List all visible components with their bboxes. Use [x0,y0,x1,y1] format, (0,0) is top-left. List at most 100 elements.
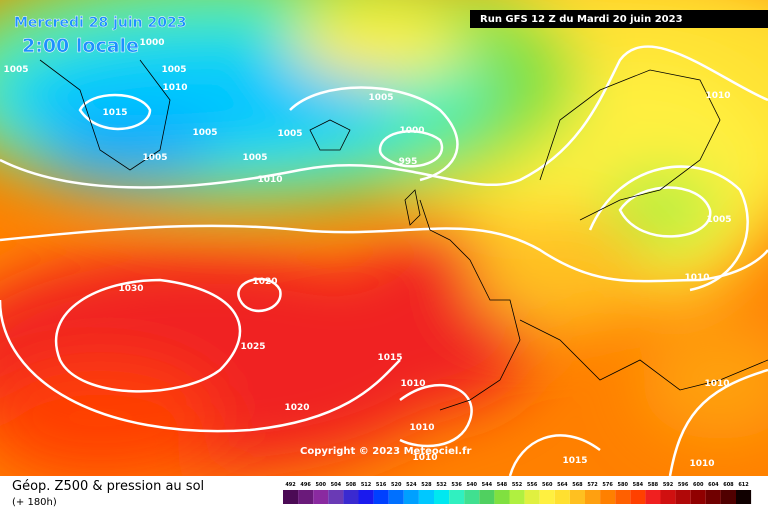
legend-swatch [554,490,570,504]
legend-swatch [630,490,646,504]
isobar-label: 1005 [161,65,186,75]
forecast-date: Mercredi 28 juin 2023 [14,15,186,31]
isobar-label: 1010 [257,175,282,185]
footer-lead: (+ 180h) [12,497,57,508]
legend-label: 496 [300,482,311,488]
run-info: Run GFS 12 Z du Mardi 20 juin 2023 [480,14,683,25]
legend-label: 604 [708,482,719,488]
legend-label: 564 [557,482,568,488]
legend-label: 524 [406,482,417,488]
isobar-label: 1005 [192,128,217,138]
legend-swatch [675,490,691,504]
isobar-label: 1000 [139,38,164,48]
legend-swatch [313,490,329,504]
legend-label: 596 [678,482,689,488]
legend-swatch [585,490,601,504]
legend-swatch [615,490,631,504]
isobar-label: 1005 [242,153,267,163]
legend-swatch [343,490,359,504]
isobar-label: 1010 [412,453,437,463]
legend-swatch [449,490,465,504]
legend-label: 600 [693,482,704,488]
isobar-label: 1010 [400,379,425,389]
legend-label: 572 [587,482,598,488]
legend-label: 528 [421,482,432,488]
legend-swatch [358,490,374,504]
legend-swatch [524,490,540,504]
coastlines [39,59,768,411]
legend-swatch [479,490,495,504]
isobar-label: 1015 [102,108,127,118]
legend-swatch [418,490,434,504]
isobar-label: 1005 [706,215,731,225]
legend-swatch [494,490,510,504]
isobar-label: 1005 [3,65,28,75]
legend-swatch [328,490,344,504]
run-banner [470,10,768,28]
legend-label: 516 [376,482,387,488]
legend-label: 504 [331,482,342,488]
isobar-label: 1005 [368,93,393,103]
legend-label: 588 [648,482,659,488]
legend-label: 576 [602,482,613,488]
legend-swatch [464,490,480,504]
isobar-label: 1015 [377,353,402,363]
forecast-time: 2:00 locale [22,35,139,57]
legend-label: 548 [497,482,508,488]
legend-label: 612 [738,482,749,488]
legend-label: 508 [346,482,357,488]
legend-swatch [660,490,676,504]
isobar-label: 1010 [704,379,729,389]
legend-swatch [509,490,525,504]
isobar-label: 1010 [409,423,434,433]
isobar-label: 1010 [705,91,730,101]
footer-title: Géop. Z500 & pression au sol [12,479,204,494]
legend-swatch [569,490,585,504]
legend-swatch [539,490,555,504]
legend-swatch [645,490,661,504]
map-field [0,0,768,476]
legend-label: 552 [512,482,523,488]
legend-label: 608 [723,482,734,488]
legend-label: 492 [285,482,296,488]
isobar-label: 1010 [689,459,714,469]
legend-swatch [403,490,419,504]
isobar-label: 1010 [162,83,187,93]
legend-label: 560 [542,482,553,488]
legend-swatch [388,490,404,504]
legend-swatch [705,490,721,504]
isobar-label: 1020 [284,403,309,413]
legend-label: 520 [391,482,402,488]
isobar-label: 1025 [240,342,265,352]
legend-label: 556 [527,482,538,488]
legend-label: 568 [572,482,583,488]
legend-label: 536 [451,482,462,488]
isobar-label: 995 [399,157,418,167]
legend-swatch [736,490,752,504]
legend-label: 532 [436,482,447,488]
isobar-label: 1010 [684,273,709,283]
legend-label: 584 [633,482,644,488]
legend-label: 592 [663,482,674,488]
copyright: Copyright © 2023 Meteociel.fr [300,446,471,457]
isobar-label: 1030 [118,284,143,294]
legend-label: 500 [316,482,327,488]
legend-label: 540 [467,482,478,488]
isobar-label: 1020 [252,277,277,287]
isobar-label: 1000 [399,126,424,136]
isobars [0,45,768,476]
legend-swatch [600,490,616,504]
isobar-label: 1005 [277,129,302,139]
legend-swatch [434,490,450,504]
legend-label: 512 [361,482,372,488]
legend-swatch [298,490,314,504]
isobar-label: 1005 [142,153,167,163]
legend-swatch [690,490,706,504]
legend-swatch [373,490,389,504]
legend-label: 580 [618,482,629,488]
legend-swatch [720,490,736,504]
legend-label: 544 [482,482,493,488]
legend-swatch [283,490,299,504]
isobar-label: 1015 [562,456,587,466]
